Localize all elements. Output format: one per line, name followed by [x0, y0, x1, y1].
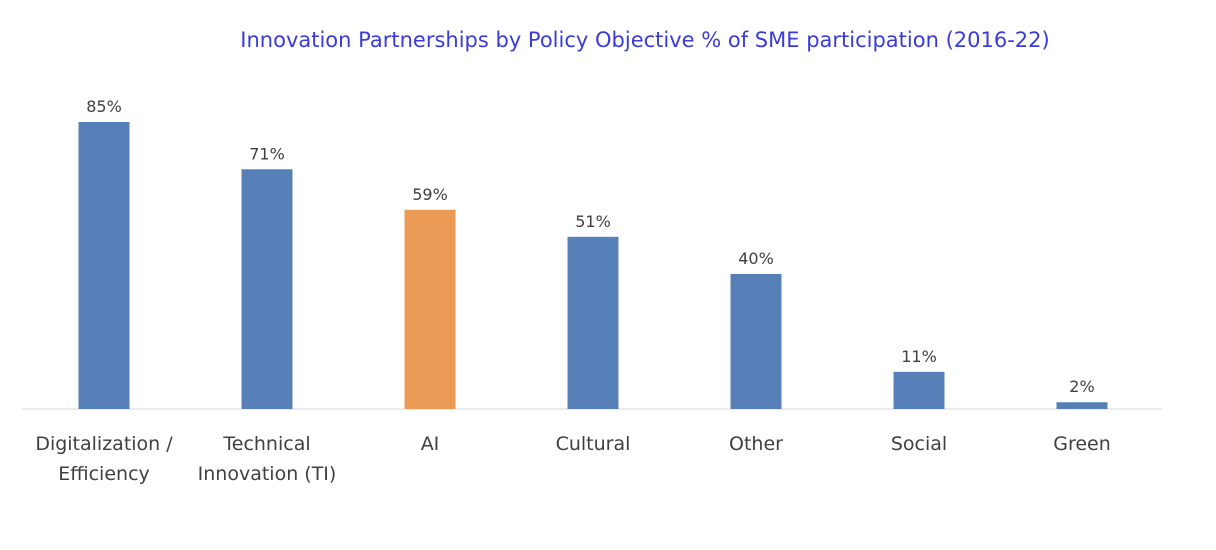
category-label: Efficiency [58, 463, 150, 485]
category-label: AI [421, 433, 440, 455]
category-label: Other [729, 433, 783, 455]
data-label: 59% [412, 185, 448, 204]
data-label: 40% [738, 249, 774, 268]
bar [404, 209, 456, 409]
bar [241, 169, 293, 409]
labels-layer: 85% Digitalization / Efficiency 71% Technica… [35, 97, 1110, 485]
chart-title: Innovation Partnerships by Policy Object… [240, 28, 1050, 52]
category-label: Digitalization / [35, 433, 173, 455]
data-label: 51% [575, 212, 611, 231]
bar [730, 273, 782, 409]
data-label: 2% [1069, 377, 1094, 396]
bar [567, 236, 619, 409]
bar [893, 371, 945, 409]
bar [1056, 402, 1108, 409]
data-label: 85% [86, 97, 122, 116]
bars-layer [78, 122, 1108, 409]
category-label: Green [1053, 433, 1111, 455]
category-label: Innovation (TI) [198, 463, 337, 485]
category-label: Social [891, 433, 947, 455]
category-label: Technical [222, 433, 310, 455]
data-label: 11% [901, 347, 937, 366]
data-label: 71% [249, 144, 285, 163]
category-label: Cultural [556, 433, 631, 455]
bar [78, 122, 130, 409]
